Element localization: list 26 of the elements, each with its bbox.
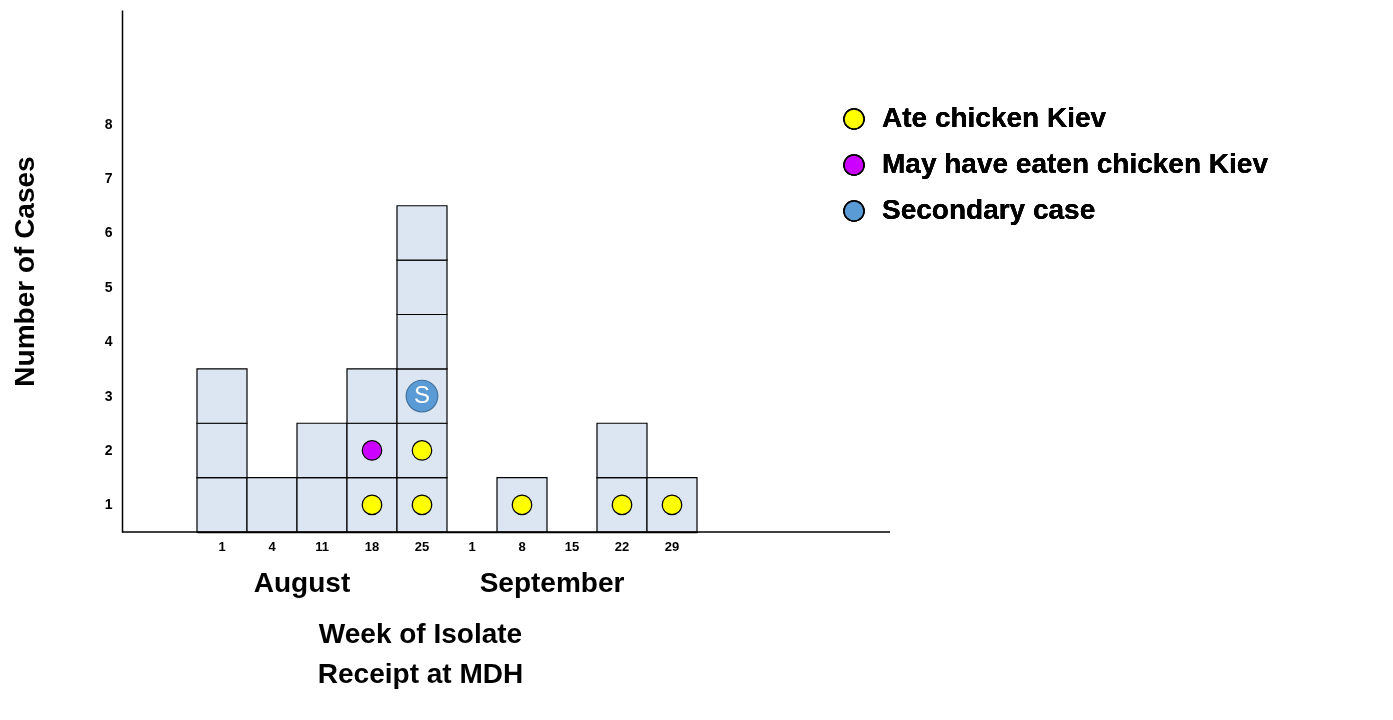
x-tick-label: 29 <box>664 538 680 554</box>
y-tick-label: 1 <box>104 496 113 513</box>
legend-label: Secondary case <box>882 194 1096 225</box>
y-tick-label: 4 <box>104 333 113 350</box>
y-tick-label: 6 <box>104 224 113 241</box>
y-tick-label: 5 <box>104 278 113 295</box>
y-tick-label: 2 <box>104 441 113 458</box>
x-tick-label: 22 <box>614 538 630 554</box>
x-tick-label: 15 <box>564 538 580 554</box>
x-tick-label: 18 <box>364 538 380 554</box>
x-tick-label: 25 <box>414 538 430 554</box>
text: September <box>479 567 625 598</box>
text: August <box>253 567 351 598</box>
x-tick-label: 1 <box>218 538 226 554</box>
legend-label: Ate chicken Kiev <box>882 102 1107 133</box>
y-tick-label: 7 <box>104 170 113 187</box>
x-axis-title: Week of Isolate Receipt at MDH <box>317 617 524 689</box>
y-axis-title: Number of Cases <box>8 156 40 387</box>
y-tick-label: 8 <box>104 115 113 132</box>
y-tick-label: 3 <box>104 387 113 404</box>
x-tick-label: 1 <box>468 538 476 554</box>
x-tick-label: 4 <box>268 538 277 554</box>
x-tick-label: 8 <box>518 538 526 554</box>
data-label: S <box>413 381 431 409</box>
x-tick-label: 11 <box>315 538 329 554</box>
legend-label: May have eaten chicken Kiev <box>882 148 1269 179</box>
